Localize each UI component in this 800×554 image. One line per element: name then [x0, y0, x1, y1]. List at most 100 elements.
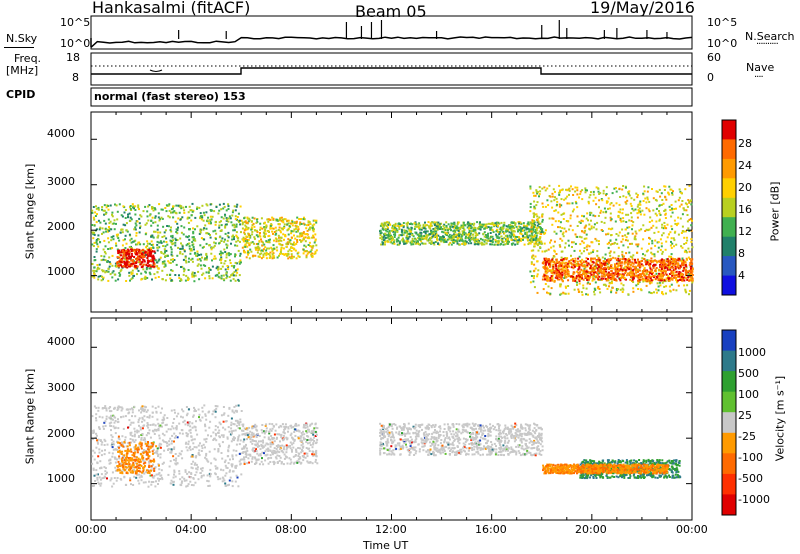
scatter-cell [289, 239, 292, 242]
scatter-cell [663, 269, 666, 272]
scatter-cell [417, 223, 420, 226]
scatter-cell [565, 188, 568, 191]
scatter-cell [191, 244, 194, 247]
scatter-cell [465, 240, 468, 243]
scatter-cell [411, 234, 414, 236]
scatter-cell [678, 188, 681, 191]
scatter-cell [558, 191, 561, 194]
scatter-cell [151, 278, 153, 281]
scatter-cell [202, 219, 205, 222]
scatter-cell [637, 208, 640, 211]
scatter-cell [419, 224, 422, 227]
scatter-cell [546, 291, 548, 294]
scatter-cell [260, 252, 263, 255]
scatter-cell [603, 269, 606, 272]
scatter-cell [663, 185, 666, 188]
scatter-cell [95, 432, 98, 435]
scatter-cell [476, 227, 479, 230]
scatter-cell [634, 261, 637, 264]
scatter-cell [282, 247, 285, 250]
scatter-cell [120, 268, 123, 271]
scatter-cell [574, 186, 577, 189]
scatter-cell [175, 204, 178, 207]
scatter-cell [566, 271, 569, 274]
scatter-cell [177, 217, 180, 220]
scatter-cell [566, 195, 569, 198]
scatter-cell [661, 277, 664, 280]
scatter-cell [528, 230, 531, 233]
scatter-cell [229, 279, 232, 282]
scatter-cell [578, 255, 581, 258]
scatter-cell [139, 250, 142, 253]
scatter-cell [114, 203, 116, 206]
scatter-cell [637, 283, 640, 285]
scatter-cell [452, 230, 455, 233]
scatter-cell [302, 232, 305, 235]
scatter-cell [683, 250, 686, 253]
scatter-cell [673, 261, 676, 264]
scatter-cell [165, 249, 168, 252]
scatter-cell [150, 224, 153, 227]
scatter-cell [454, 239, 457, 242]
scatter-cell [690, 199, 692, 202]
scatter-cell [650, 273, 653, 275]
scatter-cell [235, 234, 238, 237]
scatter-cell [531, 221, 534, 224]
scatter-cell [544, 265, 547, 268]
scatter-cell [100, 259, 103, 262]
scatter-cell [262, 241, 264, 244]
scatter-cell [567, 270, 570, 273]
scatter-cell [149, 265, 152, 268]
scatter-cell [297, 225, 300, 228]
scatter-cell [237, 485, 240, 488]
scatter-cell [580, 236, 583, 239]
scatter-cell [239, 254, 242, 257]
scatter-cell [227, 236, 230, 239]
scatter-cell [287, 257, 290, 260]
scatter-cell [290, 250, 293, 252]
scatter-cell [196, 255, 199, 257]
scatter-cell [306, 229, 309, 232]
scatter-cell [688, 278, 691, 281]
scatter-cell [612, 267, 615, 270]
scatter-cell [201, 246, 204, 249]
scatter-cell [667, 275, 670, 278]
power-scatter [91, 184, 694, 296]
scatter-cell [278, 226, 281, 229]
scatter-cell [565, 261, 568, 264]
scatter-cell [624, 258, 627, 261]
scatter-cell [161, 261, 164, 263]
scatter-cell [688, 184, 691, 187]
scatter-cell [494, 240, 497, 243]
scatter-cell [614, 270, 617, 273]
scatter-cell [608, 285, 610, 288]
scatter-cell [547, 285, 550, 288]
scatter-cell [456, 223, 459, 226]
scatter-cell [271, 227, 273, 230]
scatter-cell [142, 263, 145, 266]
scatter-cell [549, 261, 552, 264]
scatter-cell [144, 481, 147, 484]
scatter-cell [576, 206, 579, 209]
scatter-cell [651, 188, 653, 190]
scatter-cell [652, 209, 655, 212]
scatter-cell [220, 252, 223, 255]
scatter-cell [227, 462, 230, 465]
scatter-cell [290, 230, 293, 233]
scatter-cell [551, 277, 554, 280]
scatter-cell [443, 239, 446, 242]
scatter-cell [532, 216, 535, 218]
scatter-cell [128, 212, 131, 215]
scatter-cell [287, 238, 290, 241]
scatter-cell [634, 208, 637, 211]
scatter-cell [386, 221, 389, 224]
scatter-cell [646, 198, 649, 201]
scatter-cell [685, 269, 687, 272]
scatter-cell [553, 255, 556, 258]
scatter-cell [396, 229, 399, 232]
scatter-cell [180, 450, 183, 453]
scatter-cell [308, 228, 311, 231]
scatter-cell [208, 426, 211, 429]
scatter-cell [606, 287, 609, 290]
scatter-cell [248, 257, 251, 260]
